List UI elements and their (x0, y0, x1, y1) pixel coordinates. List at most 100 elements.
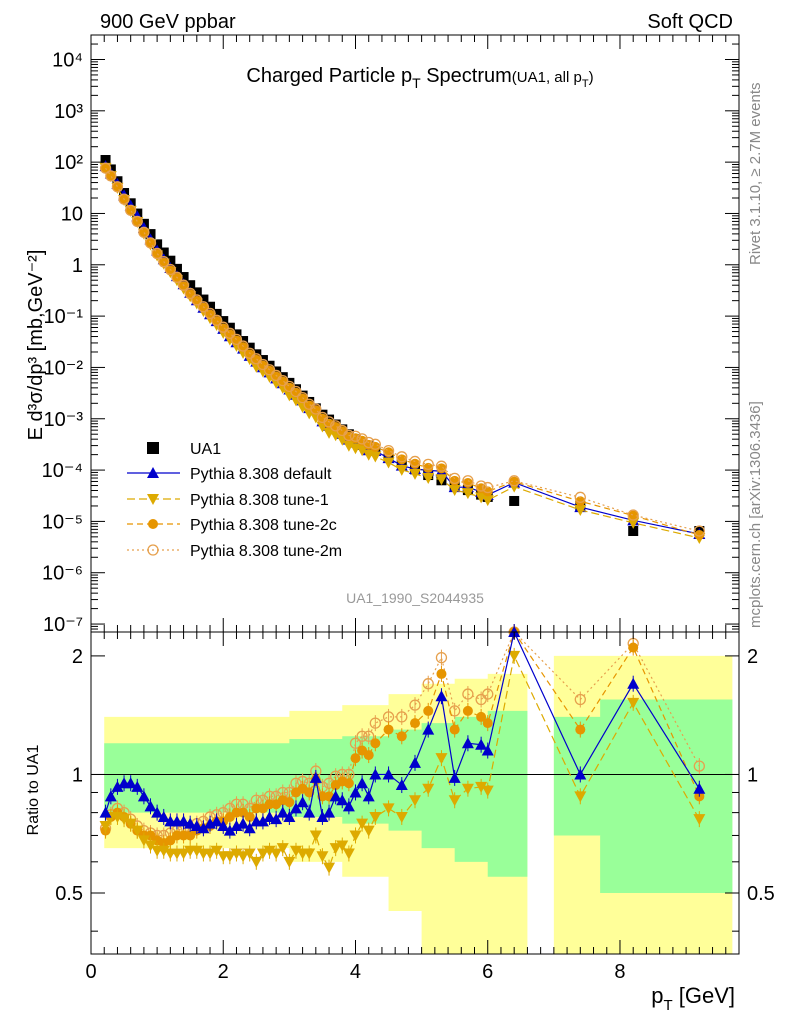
spectrum-marker (277, 375, 289, 387)
ratio-marker (422, 783, 435, 795)
spectrum-panel: 10⁻⁷ 10⁻⁶ 10⁻⁵ 10⁻⁴ 10⁻³ 10⁻² 10⁻¹ 1 10 10² 10³ 10⁴… (25, 34, 740, 636)
x-tick-label: 6 (482, 961, 493, 983)
mcplots-label: mcplots.cern.ch [arXiv:1306.3436] (747, 401, 764, 628)
ratio-marker (243, 848, 256, 860)
ratio-y-tick-label-right: 2 (747, 646, 758, 668)
spectrum-marker (628, 510, 639, 521)
ratio-marker (409, 795, 421, 807)
ratio-marker (350, 753, 361, 764)
spectrum-marker (449, 475, 460, 486)
ratio-marker (99, 806, 112, 818)
spectrum-marker (158, 257, 169, 268)
spectrum-marker (217, 321, 229, 333)
spectrum-marker (482, 481, 494, 494)
ratio-marker (349, 737, 362, 749)
spectrum-marker (422, 458, 434, 471)
spectrum-marker (435, 474, 448, 486)
spectrum-marker (165, 265, 176, 276)
spectrum-y-tick-label: 10⁻¹ (44, 306, 84, 328)
spectrum-marker (396, 454, 407, 465)
spectrum-marker (111, 181, 124, 193)
ratio-marker (316, 810, 329, 822)
ratio-marker (237, 817, 250, 829)
spectrum-marker (250, 353, 262, 365)
ratio-marker (329, 843, 342, 855)
ratio-marker (303, 848, 316, 860)
spectrum-marker (230, 333, 243, 346)
spectrum-marker (363, 436, 375, 449)
spectrum-marker (627, 517, 640, 529)
x-tick-label: 0 (85, 961, 96, 983)
spectrum-marker (435, 460, 448, 472)
ratio-marker (449, 724, 460, 735)
ratio-marker (409, 756, 421, 768)
spectrum-y-tick-label: 10⁻⁶ (42, 563, 83, 585)
spectrum-marker (138, 226, 150, 238)
ua1-point (100, 155, 111, 166)
legend-marker (147, 467, 159, 478)
spectrum-y-tick-label: 10³ (54, 101, 83, 123)
ratio-marker (283, 856, 296, 868)
spectrum-marker (382, 457, 395, 469)
ratio-marker (336, 794, 349, 806)
ratio-marker (250, 856, 263, 868)
ratio-marker (342, 800, 355, 812)
ratio-marker (362, 790, 375, 802)
ratio-marker (177, 848, 190, 860)
spectrum-marker (574, 491, 586, 503)
uncertainty-bands (91, 655, 739, 954)
spectrum-marker (131, 215, 143, 228)
ratio-marker (131, 780, 144, 792)
spectrum-marker (125, 204, 137, 216)
legend-label: Pythia 8.308 tune-2m (190, 543, 342, 560)
spectrum-frame (90, 34, 740, 633)
spectrum-marker (575, 496, 586, 507)
ratio-marker (223, 851, 236, 863)
ratio-marker (356, 818, 369, 830)
ratio-marker (409, 699, 421, 711)
spectrum-marker (290, 385, 302, 398)
ratio-marker (574, 791, 587, 803)
spectrum-y-label: E d³σ/dp³ [mb,GeV⁻²] (25, 250, 47, 441)
ratio-marker (356, 730, 368, 742)
spectrum-marker (382, 444, 395, 457)
spectrum-marker (410, 458, 420, 469)
spectrum-marker (151, 247, 163, 260)
ratio-marker (204, 848, 217, 860)
ratio-y-label: Ratio to UA1 (25, 745, 42, 836)
ratio-marker (323, 806, 336, 818)
spectrum-marker (475, 480, 487, 492)
ratio-marker (363, 730, 375, 742)
spectrum-marker (627, 509, 639, 521)
ratio-marker (693, 814, 706, 826)
rivet-version-label: Rivet 3.1.10, ≥ 2.7M events (747, 83, 764, 266)
ratio-marker (462, 688, 474, 700)
spectrum-y-tick-label: 10² (54, 152, 83, 174)
spectrum-marker (177, 279, 190, 291)
ratio-marker (481, 744, 494, 756)
ratio-marker (190, 819, 203, 831)
ratio-marker (627, 697, 640, 709)
spectrum-marker (145, 238, 156, 249)
ratio-marker (382, 768, 395, 780)
ratio-marker (124, 777, 137, 789)
ratio-marker (303, 806, 316, 818)
ratio-marker (118, 814, 131, 826)
ratio-marker (210, 815, 223, 827)
header-right: Soft QCD (647, 11, 733, 33)
ratio-marker (104, 790, 117, 802)
x-axis-label: pT [GeV] (651, 983, 735, 1014)
spectrum-marker (409, 468, 421, 480)
ratio-marker (296, 796, 309, 808)
ratio-marker (336, 840, 349, 852)
ratio-marker (276, 806, 289, 818)
legend-label: Pythia 8.308 tune-2c (190, 517, 337, 534)
spectrum-marker (693, 525, 705, 537)
ratio-marker (256, 815, 269, 827)
ratio-marker (482, 688, 494, 700)
ratio-marker (263, 810, 276, 822)
spectrum-y-tick-label: 10⁻² (44, 357, 84, 379)
ua1-point (171, 263, 182, 274)
spectrum-marker (105, 170, 117, 182)
legend-ua1-marker (147, 442, 159, 454)
